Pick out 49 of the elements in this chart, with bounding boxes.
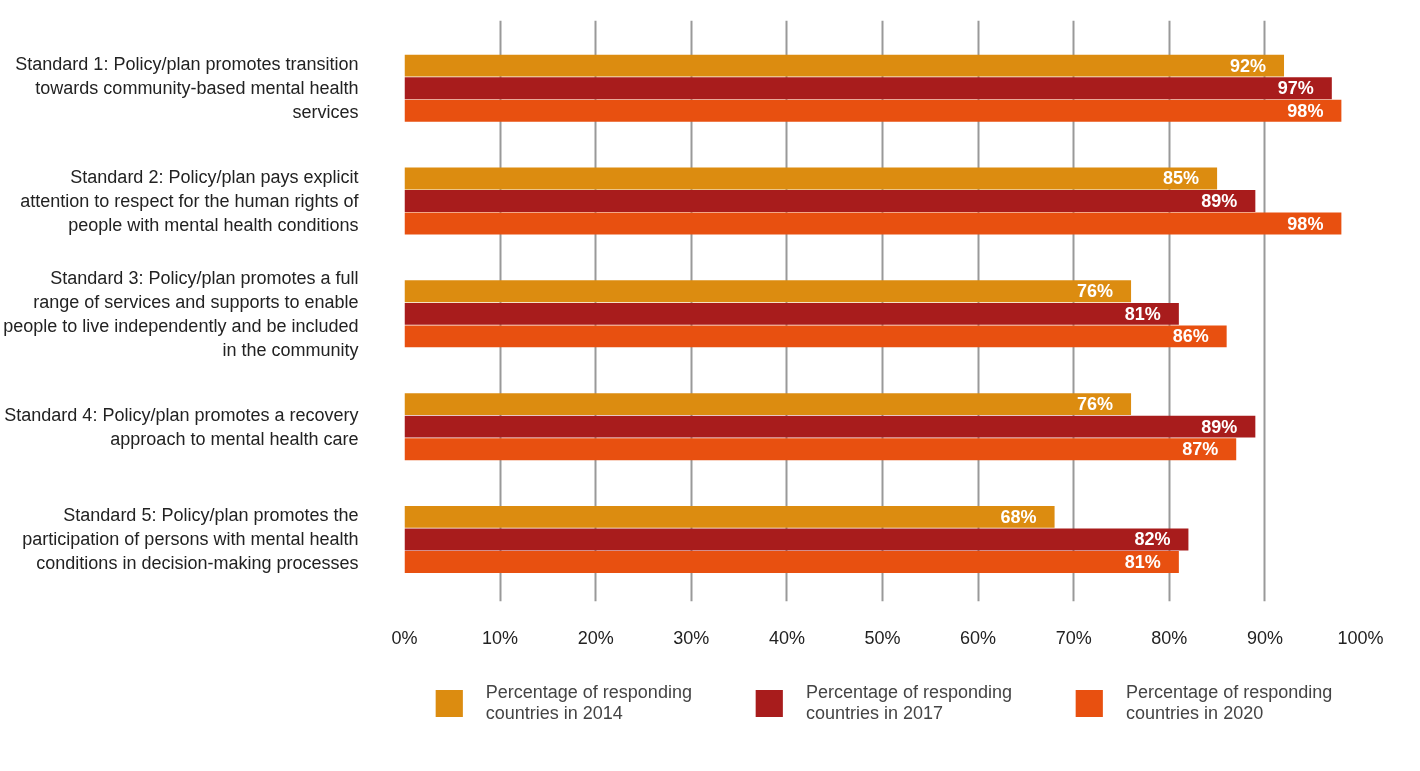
bar — [404, 54, 1285, 77]
data-label: 81% — [1124, 303, 1161, 324]
data-label: 98% — [1287, 213, 1324, 234]
x-tick-label: 100% — [1337, 627, 1384, 648]
data-label: 81% — [1124, 552, 1161, 573]
bar — [404, 393, 1132, 416]
y-tick-label: Standard 3: Policy/plan promotes a full range of services and supports to enable people to live independently and be included in the community — [3, 267, 359, 360]
data-label: 87% — [1182, 439, 1219, 460]
x-tick-label: 50% — [864, 627, 901, 648]
data-label: 68% — [1000, 506, 1037, 527]
bar — [404, 505, 1055, 528]
data-label: 85% — [1163, 168, 1200, 189]
legend-label: Percentage of responding countries in 2014 — [485, 681, 692, 724]
y-tick-label: Standard 2: Policy/plan pays explicit attention to respect for the human rights of people with mental health conditions — [20, 167, 360, 235]
x-tick-label: 70% — [1055, 627, 1092, 648]
data-label: 76% — [1077, 394, 1114, 415]
data-label: 97% — [1277, 78, 1314, 99]
bar — [404, 167, 1218, 190]
bar — [404, 302, 1179, 325]
bar — [404, 190, 1256, 212]
data-label: 98% — [1287, 100, 1324, 121]
x-tick-label: 60% — [960, 627, 997, 648]
bar — [404, 99, 1342, 122]
bar — [404, 528, 1189, 551]
x-tick-label: 10% — [482, 627, 519, 648]
bar — [404, 438, 1237, 461]
x-tick-label: 30% — [673, 627, 710, 648]
data-label: 89% — [1201, 191, 1238, 211]
x-tick-label: 80% — [1151, 627, 1188, 648]
data-label: 82% — [1134, 529, 1171, 550]
legend-label: Percentage of responding countries in 2020 — [1126, 681, 1333, 724]
data-label: 89% — [1201, 416, 1238, 437]
x-tick-label: 40% — [768, 627, 805, 648]
legend-label: Percentage of responding countries in 2017 — [805, 681, 1013, 724]
y-tick-label: Standard 1: Policy/plan promotes transition towards community-based mental health services — [15, 54, 359, 123]
x-tick-label: 90% — [1246, 627, 1283, 648]
bar — [404, 77, 1332, 100]
bar — [404, 280, 1132, 303]
bar — [404, 325, 1227, 348]
x-tick-label: 20% — [577, 627, 614, 648]
data-label: 92% — [1229, 55, 1267, 76]
y-tick-label: Standard 4: Policy/plan promotes a recovery approach to mental health care — [4, 404, 359, 449]
y-tick-label: Standard 5: Policy/plan promotes the participation of persons with mental health conditions in decision-making processes — [22, 505, 359, 574]
bar — [404, 551, 1179, 573]
data-label: 86% — [1172, 326, 1209, 347]
data-label: 76% — [1077, 281, 1114, 302]
bar — [404, 212, 1342, 235]
x-tick-label: 0% — [391, 627, 418, 648]
bar — [404, 415, 1256, 438]
